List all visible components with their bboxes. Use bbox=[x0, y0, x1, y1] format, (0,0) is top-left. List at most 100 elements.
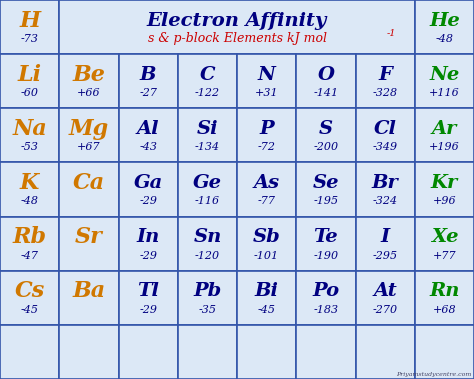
Bar bbox=[0, 0, 59, 54]
Text: Priyamstudycentre.com: Priyamstudycentre.com bbox=[396, 372, 471, 377]
Text: -47: -47 bbox=[21, 251, 38, 260]
Text: +67: +67 bbox=[77, 142, 100, 152]
Text: -48: -48 bbox=[21, 196, 38, 207]
Text: Te: Te bbox=[314, 228, 338, 246]
Text: Po: Po bbox=[312, 282, 339, 300]
Text: N: N bbox=[258, 66, 275, 84]
Bar bbox=[415, 325, 474, 379]
Bar bbox=[118, 216, 178, 271]
Text: Se: Se bbox=[313, 174, 339, 192]
Text: +31: +31 bbox=[255, 88, 278, 98]
Text: +68: +68 bbox=[433, 305, 456, 315]
Text: -349: -349 bbox=[373, 142, 398, 152]
Text: He: He bbox=[429, 12, 460, 30]
Text: O: O bbox=[318, 66, 334, 84]
Bar bbox=[237, 271, 296, 325]
Bar bbox=[296, 108, 356, 163]
Bar bbox=[237, 108, 296, 163]
Text: +77: +77 bbox=[433, 251, 456, 260]
Text: Al: Al bbox=[137, 120, 159, 138]
Text: Ne: Ne bbox=[429, 66, 459, 84]
Bar bbox=[118, 108, 178, 163]
Text: -195: -195 bbox=[313, 196, 338, 207]
Text: -328: -328 bbox=[373, 88, 398, 98]
Bar bbox=[0, 108, 59, 163]
Text: -324: -324 bbox=[373, 196, 398, 207]
Text: -45: -45 bbox=[21, 305, 38, 315]
Text: Pb: Pb bbox=[193, 282, 221, 300]
Bar bbox=[0, 163, 59, 216]
Text: S: S bbox=[319, 120, 333, 138]
Text: -73: -73 bbox=[21, 34, 38, 44]
Text: -116: -116 bbox=[195, 196, 220, 207]
Text: Ge: Ge bbox=[193, 174, 222, 192]
Text: -72: -72 bbox=[258, 142, 275, 152]
Bar bbox=[296, 54, 356, 108]
Text: -60: -60 bbox=[21, 88, 38, 98]
Text: C: C bbox=[200, 66, 215, 84]
Text: Ga: Ga bbox=[134, 174, 163, 192]
Bar bbox=[356, 216, 415, 271]
Text: -43: -43 bbox=[139, 142, 157, 152]
Bar bbox=[0, 216, 59, 271]
Text: Cs: Cs bbox=[15, 280, 45, 302]
Text: +66: +66 bbox=[77, 88, 100, 98]
Text: -35: -35 bbox=[199, 305, 216, 315]
Text: Br: Br bbox=[372, 174, 399, 192]
Bar bbox=[118, 54, 178, 108]
Text: In: In bbox=[137, 228, 160, 246]
Text: B: B bbox=[140, 66, 156, 84]
Bar bbox=[178, 325, 237, 379]
Text: -53: -53 bbox=[21, 142, 38, 152]
Text: Kr: Kr bbox=[431, 174, 458, 192]
Text: Bi: Bi bbox=[255, 282, 279, 300]
Bar bbox=[0, 271, 59, 325]
Bar bbox=[118, 325, 178, 379]
Text: -27: -27 bbox=[139, 88, 157, 98]
Text: -270: -270 bbox=[373, 305, 398, 315]
Text: +196: +196 bbox=[429, 142, 460, 152]
Text: Li: Li bbox=[18, 64, 42, 86]
Bar bbox=[356, 325, 415, 379]
Bar bbox=[178, 108, 237, 163]
Bar bbox=[415, 108, 474, 163]
Bar bbox=[59, 54, 118, 108]
Text: +116: +116 bbox=[429, 88, 460, 98]
Text: K: K bbox=[20, 172, 39, 194]
Text: Electron Affinity: Electron Affinity bbox=[147, 12, 327, 30]
Bar bbox=[0, 325, 59, 379]
Text: Sb: Sb bbox=[253, 228, 281, 246]
Text: As: As bbox=[254, 174, 280, 192]
Bar bbox=[59, 325, 118, 379]
Text: Rn: Rn bbox=[429, 282, 460, 300]
Text: Sn: Sn bbox=[193, 228, 221, 246]
Bar bbox=[118, 163, 178, 216]
Text: s & p-block Elements kJ mol: s & p-block Elements kJ mol bbox=[147, 33, 327, 45]
Text: -1: -1 bbox=[386, 29, 396, 38]
Text: +96: +96 bbox=[433, 196, 456, 207]
Text: -48: -48 bbox=[436, 34, 453, 44]
Bar bbox=[296, 325, 356, 379]
Bar bbox=[178, 216, 237, 271]
Bar bbox=[0, 54, 59, 108]
Text: F: F bbox=[378, 66, 392, 84]
Text: I: I bbox=[381, 228, 390, 246]
Text: -120: -120 bbox=[195, 251, 220, 260]
Bar bbox=[237, 54, 296, 108]
Text: -29: -29 bbox=[139, 196, 157, 207]
Text: -29: -29 bbox=[139, 251, 157, 260]
Text: -45: -45 bbox=[258, 305, 275, 315]
Bar bbox=[178, 271, 237, 325]
Text: -190: -190 bbox=[313, 251, 338, 260]
Bar bbox=[296, 216, 356, 271]
Bar bbox=[59, 216, 118, 271]
Text: Ba: Ba bbox=[73, 280, 105, 302]
Bar bbox=[59, 163, 118, 216]
Text: Na: Na bbox=[12, 118, 47, 140]
Bar bbox=[178, 54, 237, 108]
Bar bbox=[237, 325, 296, 379]
Bar bbox=[415, 163, 474, 216]
Text: Tl: Tl bbox=[137, 282, 159, 300]
Text: Cl: Cl bbox=[374, 120, 397, 138]
Text: Ca: Ca bbox=[73, 172, 105, 194]
